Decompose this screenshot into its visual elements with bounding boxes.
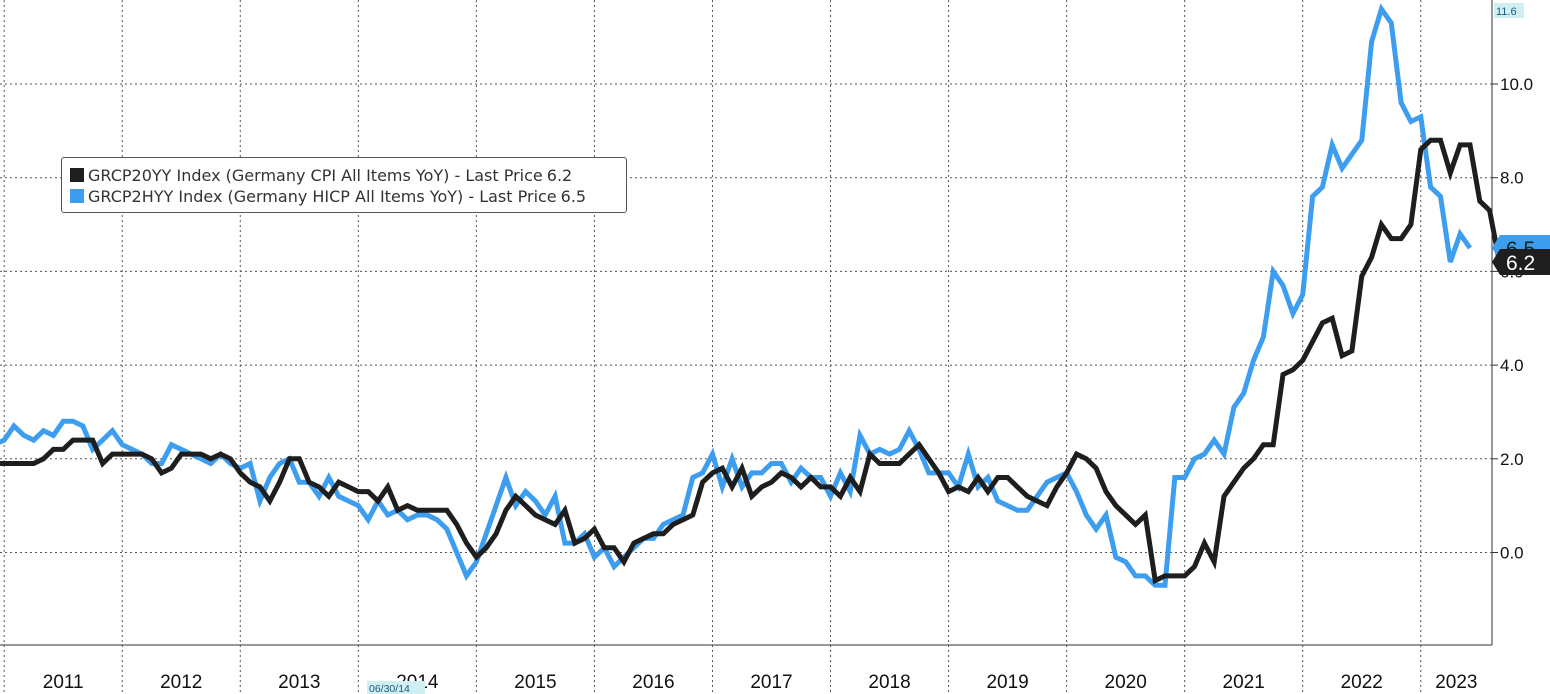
legend-value-hicp: 6.5: [560, 186, 587, 206]
y-tick-label-5: 10.0: [1500, 75, 1533, 94]
x-tick-label-2011: 2011: [43, 672, 84, 693]
series-layer: [0, 3, 1522, 588]
x-tick-label-2019: 2019: [986, 672, 1028, 693]
x-tick-label-2021: 2021: [1223, 672, 1265, 693]
y-tick-label-4: 8.0: [1500, 169, 1524, 188]
x-tick-label-2022: 2022: [1341, 672, 1383, 693]
x-tick-label-2020: 2020: [1105, 672, 1147, 693]
legend-swatch-cpi: [70, 168, 84, 182]
x-tick-label-2016: 2016: [632, 672, 674, 693]
legend-label-hicp: GRCP2HYY Index (Germany HICP All Items Y…: [88, 186, 557, 206]
series-line-hicp: [0, 3, 1473, 588]
legend-swatch-hicp: [70, 189, 84, 203]
x-tick-label-2013: 2013: [278, 672, 320, 693]
gridlines: [0, 0, 1492, 694]
legend-entry-hicp: GRCP2HYY Index (Germany HICP All Items Y…: [70, 185, 586, 207]
top-marker: 11.6: [1494, 3, 1524, 18]
axis-date-marker-text: 06/30/14: [369, 683, 410, 694]
legend-label-cpi: GRCP20YY Index (Germany CPI All Items Yo…: [88, 165, 543, 185]
legend: GRCP20YY Index (Germany CPI All Items Yo…: [61, 157, 627, 213]
last-price-labels: 6.56.211.606/30/14: [367, 3, 1550, 694]
y-tick-label-1: 2.0: [1500, 450, 1524, 469]
axis-date-marker-box: [367, 681, 425, 694]
x-tick-label-2017: 2017: [750, 672, 792, 693]
x-tick-label-2023: 2023: [1435, 672, 1477, 693]
y-tick-label-2: 4.0: [1500, 356, 1524, 375]
axis-date-marker: 06/30/14: [367, 681, 425, 694]
x-tick-label-2018: 2018: [868, 672, 910, 693]
last-price-text-cpi: 6.2: [1506, 252, 1535, 275]
legend-entry-cpi: GRCP20YY Index (Germany CPI All Items Yo…: [70, 164, 572, 186]
last-price-label-cpi: 6.2: [1492, 249, 1550, 276]
top-marker-box: [1494, 3, 1524, 18]
legend-value-cpi: 6.2: [546, 165, 573, 185]
last-price-box-cpi: [1492, 249, 1550, 276]
y-tick-label-0: 0.0: [1500, 544, 1524, 563]
x-tick-label-2012: 2012: [160, 672, 202, 693]
series-line-cpi: [0, 137, 1522, 585]
top-marker-text: 11.6: [1496, 6, 1517, 18]
x-tick-label-2015: 2015: [514, 672, 556, 693]
